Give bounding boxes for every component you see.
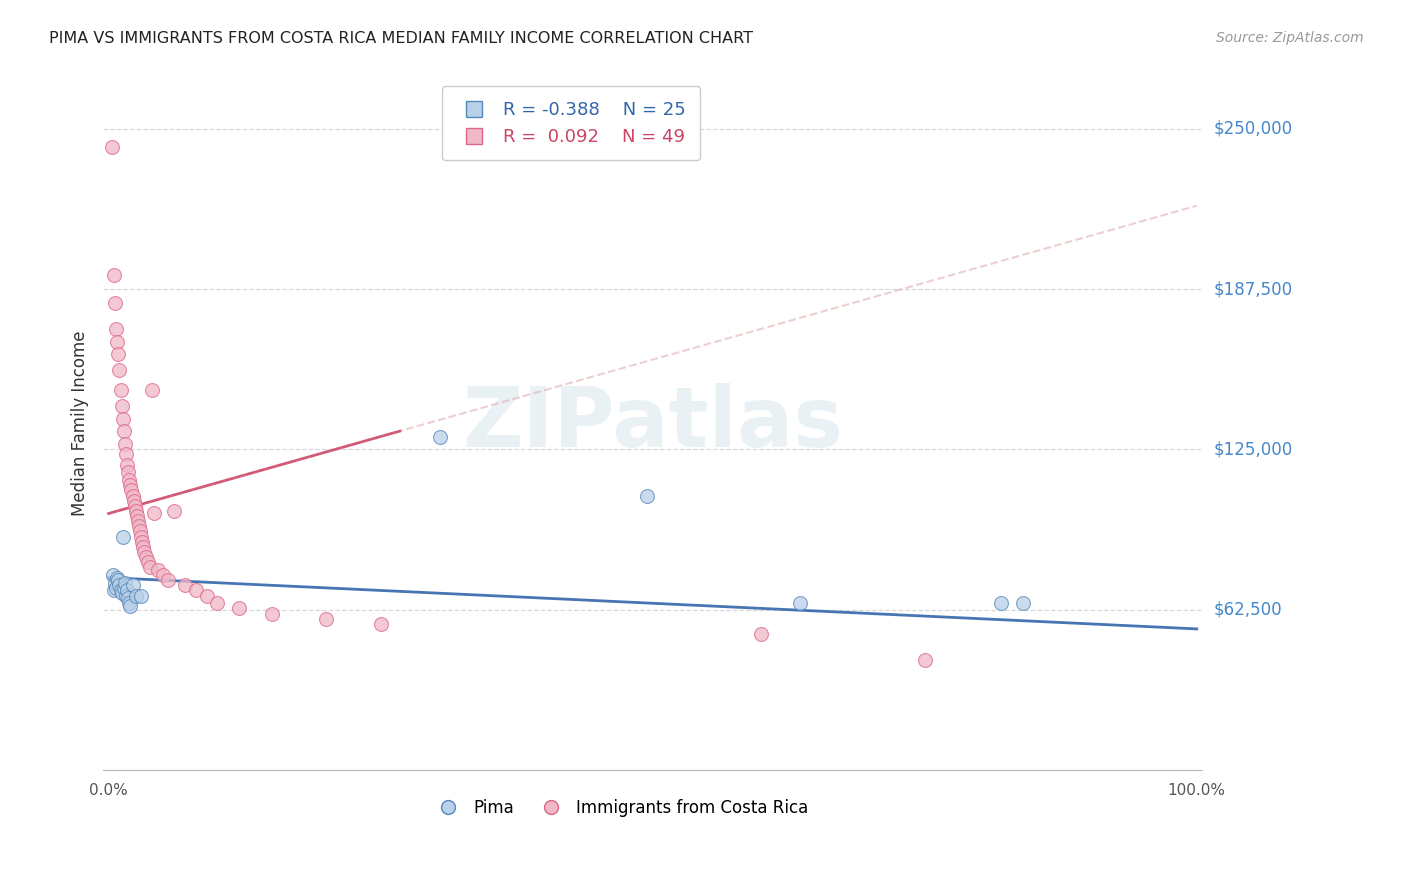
Point [117, 466, 139, 480]
Text: PIMA VS IMMIGRANTS FROM COSTA RICA MEDIAN FAMILY INCOME CORRELATION CHART: PIMA VS IMMIGRANTS FROM COSTA RICA MEDIA… [49, 31, 754, 46]
Point [105, 334, 128, 349]
Text: $187,500: $187,500 [1213, 280, 1292, 298]
Point [118, 473, 141, 487]
Point [143, 507, 166, 521]
Point [104, 575, 127, 590]
Point [115, 589, 138, 603]
Point [107, 573, 129, 587]
Point [107, 347, 129, 361]
Point [114, 437, 136, 451]
Point [103, 268, 125, 282]
Point [105, 571, 128, 585]
Y-axis label: Median Family Income: Median Family Income [72, 331, 89, 516]
Point [120, 478, 142, 492]
Point [636, 489, 658, 503]
Point [103, 583, 125, 598]
Point [914, 653, 936, 667]
Point [173, 578, 195, 592]
Point [112, 425, 135, 439]
Point [135, 550, 157, 565]
Point [125, 589, 148, 603]
Point [110, 384, 132, 398]
Point [184, 583, 207, 598]
Point [207, 596, 229, 610]
Point [111, 530, 134, 544]
Point [120, 599, 142, 613]
Point [129, 589, 152, 603]
Point [429, 429, 451, 443]
Point [129, 524, 152, 539]
Point [751, 627, 773, 641]
Point [120, 483, 142, 498]
Point [315, 612, 337, 626]
Point [789, 596, 811, 610]
Point [115, 583, 138, 598]
Text: $62,500: $62,500 [1213, 600, 1282, 619]
Point [157, 573, 180, 587]
Point [112, 581, 135, 595]
Point [136, 555, 159, 569]
Point [105, 581, 128, 595]
Legend: Pima, Immigrants from Costa Rica: Pima, Immigrants from Costa Rica [425, 793, 814, 824]
Point [152, 568, 174, 582]
Point [228, 601, 250, 615]
Text: $250,000: $250,000 [1213, 120, 1292, 137]
Point [146, 563, 169, 577]
Point [141, 384, 163, 398]
Point [111, 411, 134, 425]
Point [121, 489, 143, 503]
Point [134, 545, 156, 559]
Point [1011, 596, 1033, 610]
Point [163, 504, 186, 518]
Point [108, 578, 131, 592]
Point [124, 499, 146, 513]
Point [111, 586, 134, 600]
Point [195, 589, 218, 603]
Point [115, 458, 138, 472]
Point [117, 591, 139, 606]
Text: ZIPatlas: ZIPatlas [463, 384, 844, 464]
Point [110, 583, 132, 598]
Point [101, 568, 124, 582]
Point [125, 504, 148, 518]
Point [260, 607, 283, 621]
Point [115, 448, 138, 462]
Point [104, 296, 127, 310]
Point [101, 139, 124, 153]
Point [105, 322, 128, 336]
Point [990, 596, 1012, 610]
Point [139, 560, 162, 574]
Text: $125,000: $125,000 [1213, 441, 1292, 458]
Point [128, 519, 150, 533]
Point [370, 616, 392, 631]
Point [129, 530, 152, 544]
Point [108, 363, 131, 377]
Point [118, 596, 141, 610]
Text: Source: ZipAtlas.com: Source: ZipAtlas.com [1216, 31, 1364, 45]
Point [131, 534, 153, 549]
Point [121, 578, 143, 592]
Point [122, 493, 145, 508]
Point [127, 514, 149, 528]
Point [125, 509, 148, 524]
Point [114, 575, 136, 590]
Point [111, 399, 134, 413]
Point [132, 540, 155, 554]
